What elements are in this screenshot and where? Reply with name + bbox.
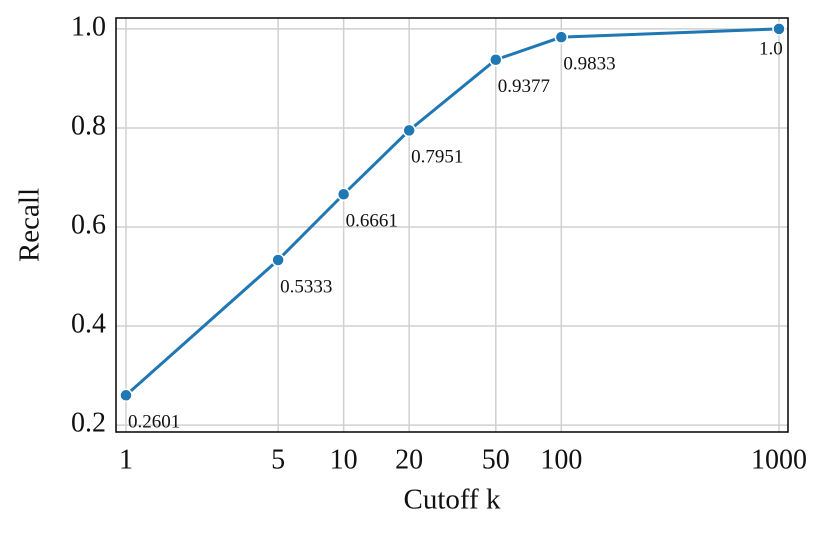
x-tick-label: 5 [271,444,285,475]
x-tick-label: 20 [395,444,423,475]
y-tick-label: 0.4 [71,308,106,339]
value-label: 0.6661 [346,211,398,232]
x-tick-label: 1 [119,444,133,475]
marker [772,22,786,36]
value-label: 0.2601 [128,412,180,433]
value-label: 0.9377 [498,76,550,97]
line [124,27,780,397]
value-label: 0.7951 [411,147,463,168]
marker [336,187,351,201]
value-label: 0.5333 [280,276,332,297]
marker [489,52,503,67]
y-axis-label: Recall [14,188,46,262]
y-tick-label: 0.8 [71,110,106,141]
marker [402,123,416,138]
x-axis-label: Cutoff k [404,484,501,516]
x-tick-label: 50 [482,444,510,475]
x-tick-label: 100 [540,444,582,475]
marker [119,388,133,403]
value-label: 1.0 [759,38,783,59]
y-tick-label: 0.6 [71,209,106,240]
y-tick-label: 0.2 [71,407,106,438]
marker [271,253,285,267]
x-tick-label: 1000 [751,444,807,475]
value-label: 0.9833 [563,54,615,75]
marker [554,30,569,44]
x-tick-label: 10 [330,444,358,475]
plot-frame [115,17,789,433]
y-tick-label: 1.0 [71,11,106,42]
